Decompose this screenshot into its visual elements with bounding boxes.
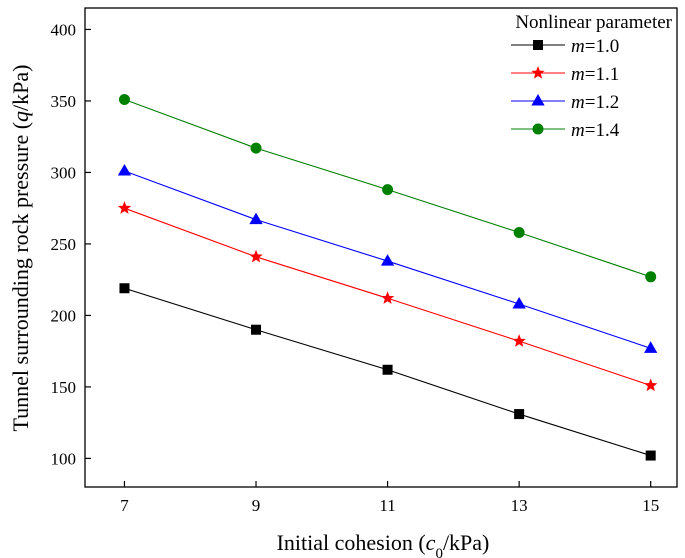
y-tick-label: 200	[51, 306, 77, 325]
legend-marker	[532, 123, 544, 135]
data-point-star	[380, 291, 395, 304]
legend-entry: m=1.4	[511, 120, 620, 141]
data-point-triangle	[512, 296, 526, 309]
data-point-circle	[118, 94, 130, 106]
data-point-triangle	[117, 164, 132, 176]
legend-title: Nonlinear parameter	[515, 12, 672, 33]
x-axis-title: Initial cohesion (c0/kPa)	[277, 530, 490, 558]
x-tick-label: 15	[642, 496, 659, 515]
y-axis-title: Tunnel surrounding rock pressure (q/kPa)	[8, 64, 33, 431]
legend-entry: m=1.0	[511, 36, 619, 57]
series-m=1.1	[117, 201, 658, 392]
x-tick-label: 13	[511, 496, 528, 515]
data-point-star	[644, 378, 658, 392]
legend-label: m=1.2	[571, 92, 619, 113]
x-tick-label: 7	[120, 496, 129, 515]
series-m=1.2	[117, 164, 658, 353]
x-tick-label: 11	[379, 496, 395, 515]
plot-frame	[84, 7, 678, 488]
legend-entry: m=1.1	[511, 64, 619, 85]
legend-label: m=1.0	[571, 36, 619, 57]
legend-label: m=1.1	[571, 64, 619, 85]
legend-label: m=1.4	[571, 120, 620, 141]
data-point-triangle	[380, 254, 395, 266]
legend-marker	[533, 40, 543, 50]
y-tick-label: 350	[51, 92, 77, 111]
y-tick-label: 300	[51, 163, 77, 182]
legend-marker	[531, 66, 545, 79]
series-layer	[117, 94, 658, 461]
data-point-circle	[645, 271, 657, 283]
data-point-circle	[513, 226, 525, 238]
legend-marker	[531, 94, 545, 106]
y-tick-label: 150	[51, 378, 77, 397]
legend-entry: m=1.2	[511, 92, 619, 113]
data-point-circle	[250, 142, 262, 154]
data-point-star	[249, 249, 263, 263]
data-point-triangle	[249, 212, 263, 225]
data-point-circle	[382, 184, 394, 196]
axes: 7 9 11 13 15 100 150 200 250 300 350 400	[51, 20, 660, 515]
data-point-star	[512, 334, 526, 347]
series-m=1.4	[118, 94, 657, 283]
data-point-square	[382, 364, 393, 375]
y-tick-label: 400	[51, 20, 77, 39]
data-point-square	[251, 324, 262, 335]
data-point-square	[514, 409, 525, 420]
y-tick-label: 250	[51, 235, 77, 254]
data-point-square	[645, 450, 656, 461]
data-point-triangle	[644, 341, 658, 353]
y-tick-label: 100	[51, 449, 77, 468]
data-point-star	[117, 201, 132, 214]
series-m=1.0	[119, 283, 656, 461]
data-point-square	[119, 283, 130, 294]
x-tick-label: 9	[252, 496, 261, 515]
legend: Nonlinear parameter m=1.0 m=1.1 m=1.2 m=1.4	[511, 12, 673, 141]
